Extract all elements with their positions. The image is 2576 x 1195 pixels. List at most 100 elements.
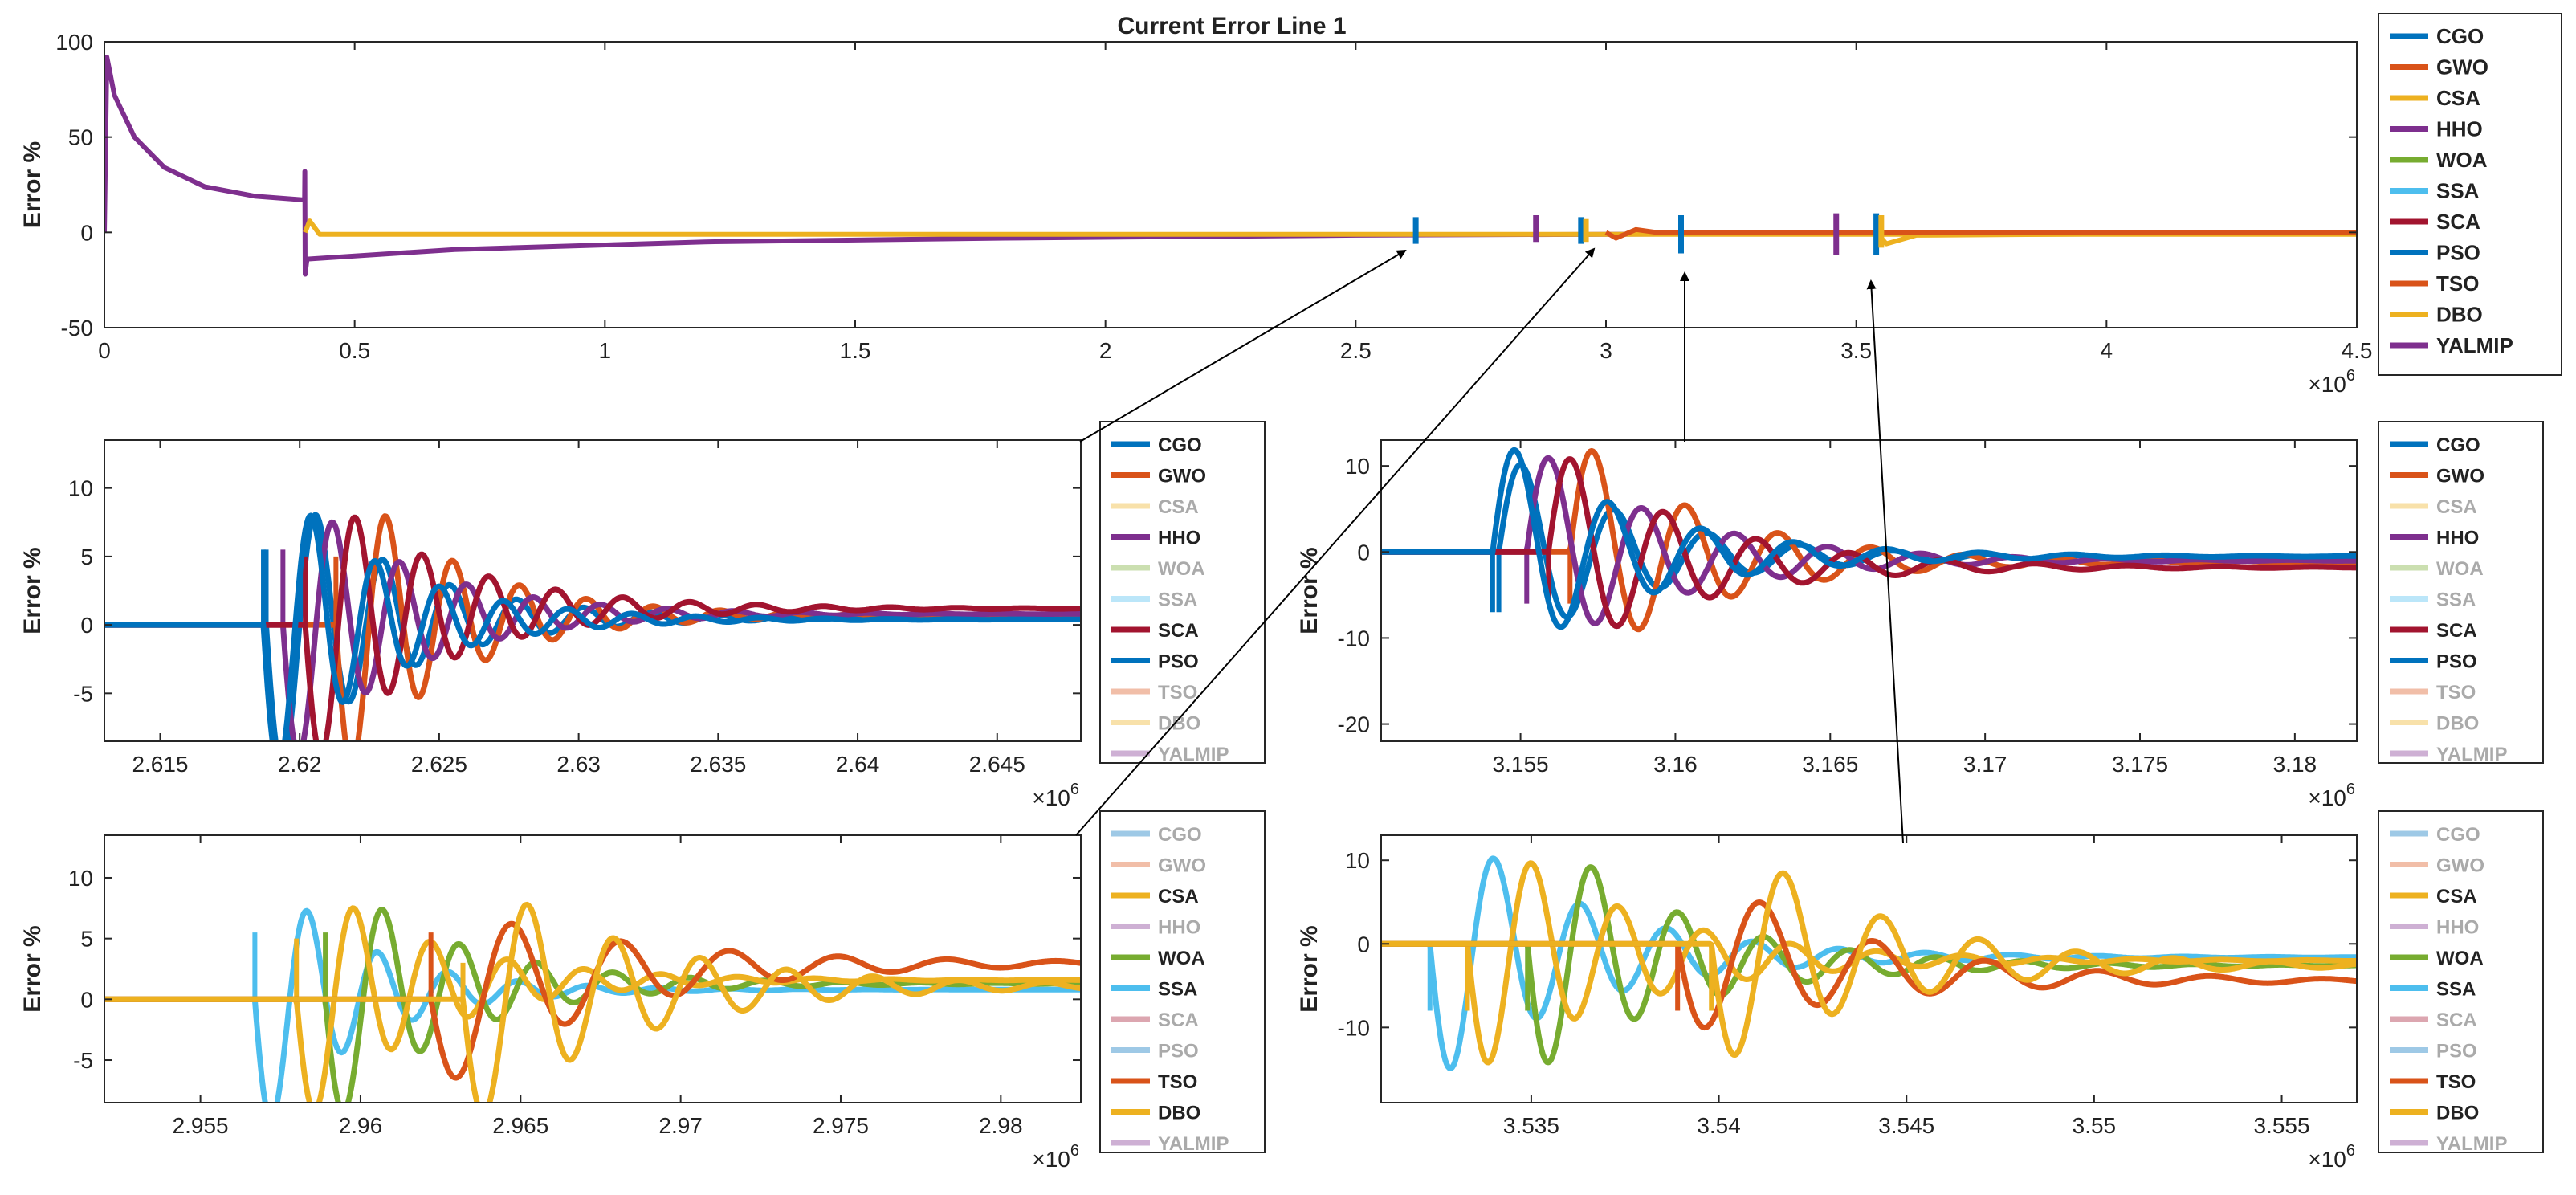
- exponent-base-zoom3: ×10: [1032, 1147, 1070, 1172]
- legend-label-main-cgo: CGO: [2436, 24, 2484, 48]
- legend-label-zoom2-ssa: SSA: [2436, 589, 2476, 611]
- legend-label-zoom1-cgo: CGO: [1158, 434, 1202, 456]
- series-line-main-tso-3: [1604, 226, 2357, 241]
- legend-label-zoom2-hho: HHO: [2436, 528, 2479, 549]
- x-exponent-zoom3: ×106: [1032, 1142, 1079, 1172]
- axes-box-zoom4: [1380, 834, 2358, 1103]
- series-line-main-yalmip-0: [104, 55, 2297, 277]
- panel-zoom1: 2.615 2.62 2.625 2.63 2.635 2.64 2.645 -5 0 5 10 ×1…: [19, 421, 1266, 810]
- y-tick-label-main-3: 100: [55, 30, 93, 55]
- x-tick-label-zoom3-5: 2.98: [979, 1113, 1023, 1138]
- series-group-zoom1: [104, 512, 1081, 741]
- series-line-zoom2-sca: [1381, 456, 2357, 630]
- panel-zoom4: 3.535 3.54 3.545 3.55 3.555 -10 0 10 ×106 Error %…: [1296, 810, 2544, 1172]
- legend-label-main-dbo: DBO: [2436, 303, 2483, 327]
- y-axis-label-zoom3: Error %: [19, 925, 46, 1012]
- series-group-main: [104, 55, 2357, 277]
- legend-label-zoom1-gwo: GWO: [1158, 466, 1206, 487]
- exponent-power-zoom1: 6: [1070, 781, 1079, 798]
- y-tick-label-zoom2-0: -20: [1338, 712, 1370, 737]
- y-tick-label-zoom1-1: 0: [80, 613, 93, 638]
- x-tick-label-main-5: 2.5: [1340, 338, 1372, 363]
- legend-label-main-ssa: SSA: [2436, 179, 2480, 203]
- legend-label-zoom2-csa: CSA: [2436, 496, 2477, 518]
- legend-label-zoom3-dbo: DBO: [1158, 1103, 1200, 1124]
- series-line-zoom4-dbo: [1381, 870, 2357, 1058]
- legend-label-zoom1-tso: TSO: [1158, 682, 1197, 704]
- legend-label-zoom3-ssa: SSA: [1158, 979, 1197, 1001]
- panel-zoom3: 2.955 2.96 2.965 2.97 2.975 2.98 -5 0 5 10 ×106 Err…: [19, 810, 1266, 1172]
- x-tick-label-main-8: 4: [2101, 338, 2113, 363]
- legend-zoom4: CGO GWO CSA HHO WOA SSA SCA PSO TSO DBO YALMIP: [2378, 810, 2544, 1155]
- x-tick-label-zoom1-1: 2.62: [278, 752, 322, 777]
- legend-main: CGO GWO CSA HHO WOA SSA SCA PSO TSO DBO YALMIP: [2378, 13, 2562, 376]
- x-tick-label-zoom1-0: 2.615: [132, 752, 188, 777]
- x-tick-label-zoom1-4: 2.635: [690, 752, 746, 777]
- y-tick-label-zoom2-1: -10: [1338, 626, 1370, 651]
- exponent-base-zoom4: ×10: [2308, 1147, 2346, 1172]
- x-tick-label-zoom1-2: 2.625: [411, 752, 467, 777]
- y-tick-label-zoom3-1: 0: [80, 987, 93, 1012]
- y-tick-label-zoom3-0: -5: [73, 1048, 93, 1073]
- x-tick-label-zoom2-2: 3.165: [1802, 752, 1858, 777]
- legend-label-zoom4-ssa: SSA: [2436, 979, 2476, 1001]
- y-tick-label-main-2: 50: [68, 125, 93, 150]
- legend-label-zoom4-pso: PSO: [2436, 1041, 2477, 1062]
- y-tick-label-zoom1-3: 10: [68, 476, 93, 501]
- legend-label-zoom2-pso: PSO: [2436, 651, 2477, 673]
- legend-label-main-gwo: GWO: [2436, 55, 2488, 80]
- legend-label-main-yalmip: YALMIP: [2436, 333, 2513, 357]
- legend-label-zoom3-hho: HHO: [1158, 917, 1200, 939]
- exponent-base-main: ×10: [2308, 372, 2346, 397]
- y-axis-label-zoom1: Error %: [19, 547, 46, 634]
- series-line-zoom2-pso: [1381, 447, 2357, 630]
- exponent-power-zoom3: 6: [1070, 1142, 1079, 1160]
- y-tick-label-zoom2-3: 10: [1345, 454, 1370, 479]
- legend-label-zoom4-dbo: DBO: [2436, 1103, 2479, 1124]
- zoom-arrow-1: [1079, 249, 1407, 443]
- legend-label-zoom4-hho: HHO: [2436, 917, 2479, 939]
- x-tick-label-zoom4-3: 3.55: [2073, 1113, 2117, 1138]
- legend-label-zoom4-gwo: GWO: [2436, 855, 2484, 877]
- legend-label-zoom4-woa: WOA: [2436, 948, 2484, 969]
- series-group-zoom3: [104, 901, 1081, 1103]
- x-tick-label-main-3: 1.5: [840, 338, 871, 363]
- axes-box-zoom3: [104, 834, 1082, 1103]
- x-tick-label-zoom3-2: 2.965: [492, 1113, 548, 1138]
- series-line-main-csa-1: [303, 218, 2357, 237]
- legend-label-main-pso: PSO: [2436, 241, 2480, 265]
- x-tick-label-zoom1-3: 2.63: [556, 752, 601, 777]
- legend-box-zoom4: [2378, 810, 2544, 1153]
- y-tick-label-main-0: -50: [61, 316, 93, 341]
- x-tick-label-main-0: 0: [98, 338, 111, 363]
- series-group-zoom4: [1381, 855, 2357, 1071]
- chart-title-main: Current Error Line 1: [1117, 13, 1346, 39]
- x-exponent-zoom1: ×106: [1032, 781, 1079, 810]
- legend-label-zoom1-sca: SCA: [1158, 620, 1199, 642]
- x-tick-label-main-2: 1: [599, 338, 612, 363]
- legend-label-zoom2-cgo: CGO: [2436, 434, 2480, 456]
- exponent-power-zoom4: 6: [2346, 1142, 2355, 1160]
- x-tick-label-main-9: 4.5: [2342, 338, 2373, 363]
- exponent-power-main: 6: [2346, 367, 2355, 385]
- legend-label-zoom3-cgo: CGO: [1158, 824, 1202, 846]
- x-tick-label-main-6: 3: [1600, 338, 1612, 363]
- series-group-zoom2: [1381, 447, 2357, 633]
- y-tick-label-zoom4-0: -10: [1338, 1015, 1370, 1040]
- legend-label-zoom1-hho: HHO: [1158, 528, 1200, 549]
- y-tick-label-zoom1-2: 5: [80, 544, 93, 569]
- legend-label-zoom1-ssa: SSA: [1158, 589, 1197, 611]
- x-tick-label-zoom4-1: 3.54: [1697, 1113, 1741, 1138]
- x-tick-label-zoom4-2: 3.545: [1878, 1113, 1934, 1138]
- y-axis-label-main: Error %: [19, 141, 46, 228]
- zoom-arrows: [1075, 247, 1904, 844]
- x-tick-label-zoom1-5: 2.64: [836, 752, 880, 777]
- legend-label-zoom2-yalmip: YALMIP: [2436, 744, 2507, 765]
- legend-label-main-tso: TSO: [2436, 271, 2479, 296]
- x-tick-label-main-4: 2: [1099, 338, 1112, 363]
- y-tick-label-main-1: 0: [80, 220, 93, 245]
- y-tick-label-zoom4-2: 10: [1345, 848, 1370, 873]
- legend-box-zoom2: [2378, 421, 2544, 764]
- panel-zoom2: 3.155 3.16 3.165 3.17 3.175 3.18 -20 -10 0 10 ×106…: [1296, 421, 2544, 810]
- legend-label-zoom1-csa: CSA: [1158, 496, 1199, 518]
